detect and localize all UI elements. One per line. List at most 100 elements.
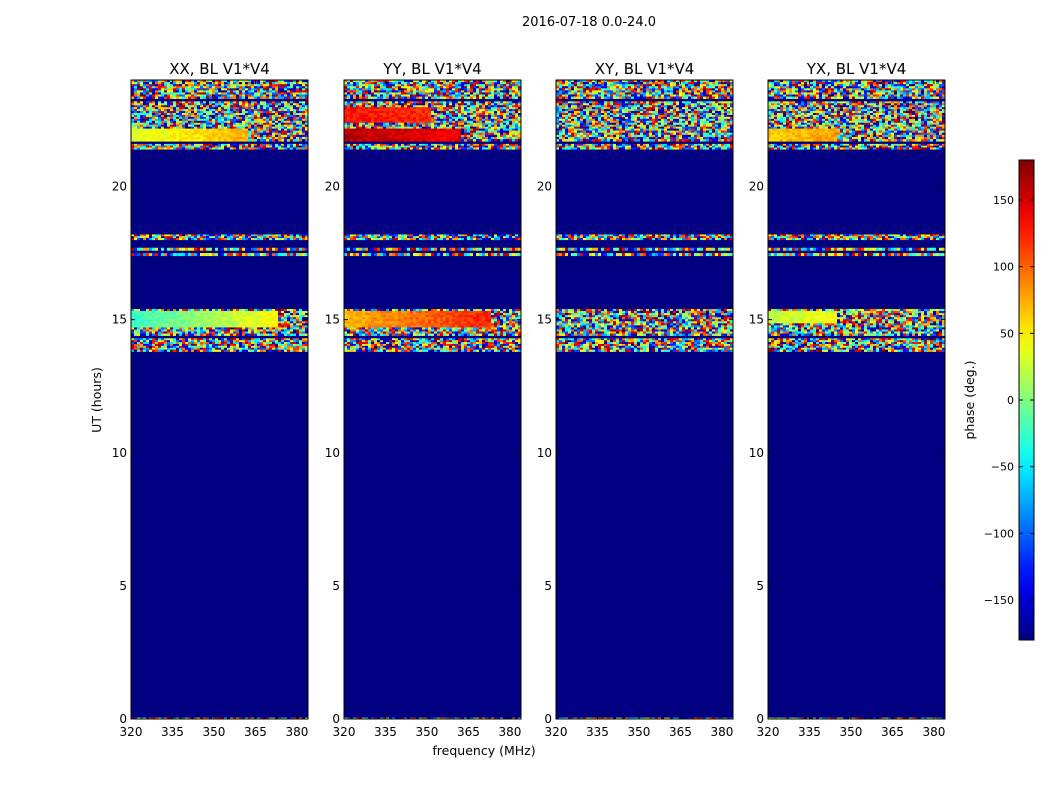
heatmap-cell — [362, 94, 366, 97]
heatmap-cell — [203, 327, 207, 330]
heatmap-cell — [257, 111, 261, 114]
heatmap-cell — [239, 247, 243, 251]
heatmap-cell — [506, 114, 510, 118]
heatmap-cell — [470, 109, 474, 112]
heatmap-cell — [437, 92, 441, 95]
heatmap-cell — [236, 717, 240, 719]
heatmap-cell — [149, 107, 153, 110]
heatmap-cell — [173, 80, 177, 83]
heatmap-cell — [176, 90, 180, 93]
heatmap-cell — [305, 236, 308, 239]
heatmap-cell — [236, 124, 240, 128]
heatmap-cell — [344, 120, 348, 124]
heatmap-cell — [395, 111, 399, 114]
heatmap-cell — [383, 114, 387, 118]
heatmap-cell — [200, 122, 204, 126]
heatmap-cell — [479, 111, 483, 114]
heatmap-cell — [356, 92, 360, 95]
heatmap-cell — [188, 101, 192, 104]
heatmap-cell — [464, 86, 468, 89]
heatmap-cell — [266, 343, 270, 347]
heatmap-cell — [401, 120, 405, 124]
heatmap-cell — [215, 94, 219, 97]
heatmap-cell — [500, 86, 504, 89]
heatmap-cell — [269, 345, 273, 349]
heatmap-cell — [206, 101, 210, 104]
heatmap-cell — [221, 145, 225, 148]
heatmap-cell — [131, 130, 135, 134]
heatmap-cell — [185, 331, 189, 334]
heatmap-cell — [299, 132, 303, 136]
heatmap-cell — [500, 114, 504, 118]
heatmap-cell — [218, 143, 222, 147]
heatmap-cell — [209, 111, 213, 114]
heatmap-cell — [131, 236, 135, 239]
heatmap-cell — [452, 80, 456, 83]
heatmap-cell — [167, 319, 171, 322]
heatmap-cell — [263, 253, 267, 257]
heatmap-cell — [179, 717, 183, 719]
heatmap-cell — [155, 103, 159, 106]
heatmap-cell — [422, 114, 426, 118]
heatmap-cell — [440, 86, 444, 89]
heatmap-cell — [176, 321, 180, 324]
heatmap-cell — [260, 234, 264, 237]
x-tick-label: 380 — [285, 725, 308, 739]
heatmap-cell — [248, 128, 252, 131]
heatmap-cell — [161, 134, 165, 138]
heatmap-cell — [257, 321, 261, 324]
heatmap-cell — [302, 111, 306, 114]
heatmap-cell — [272, 315, 276, 318]
heatmap-cell — [149, 114, 153, 118]
heatmap-cell — [212, 143, 216, 147]
heatmap-cell — [467, 128, 471, 131]
heatmap-cell — [467, 90, 471, 93]
heatmap-cell — [176, 717, 180, 719]
heatmap-cell — [224, 338, 228, 341]
heatmap-cell — [269, 333, 273, 336]
heatmap-cell — [206, 347, 210, 351]
heatmap-cell — [356, 105, 360, 108]
heatmap-cell — [218, 136, 222, 140]
heatmap-cell — [272, 247, 276, 251]
heatmap-cell — [146, 321, 150, 324]
heatmap-cell — [305, 349, 308, 352]
heatmap-cell — [254, 139, 258, 142]
heatmap-cell — [377, 126, 381, 129]
heatmap-cell — [443, 113, 447, 116]
heatmap-cell — [170, 308, 174, 312]
heatmap-cell — [227, 143, 231, 147]
heatmap-cell — [449, 105, 453, 108]
heatmap-cell — [392, 101, 396, 104]
heatmap-cell — [455, 116, 459, 120]
heatmap-cell — [221, 327, 225, 330]
heatmap-cell — [188, 139, 192, 142]
heatmap-cell — [353, 128, 357, 131]
heatmap-cell — [299, 311, 303, 314]
heatmap-cell — [251, 88, 255, 91]
heatmap-cell — [296, 338, 300, 341]
heatmap-cell — [248, 247, 252, 251]
heatmap-cell — [191, 331, 195, 334]
heatmap-cell — [299, 96, 303, 99]
heatmap-cell — [446, 88, 450, 91]
heatmap-cell — [155, 317, 159, 320]
heatmap-cell — [467, 130, 471, 134]
heatmap-cell — [197, 345, 201, 349]
heatmap-cell — [470, 82, 474, 85]
heatmap-cell — [176, 107, 180, 110]
heatmap-cell — [137, 90, 141, 93]
heatmap-cell — [296, 236, 300, 239]
heatmap-cell — [173, 329, 177, 332]
heatmap-cell — [131, 345, 135, 349]
heatmap-cell — [284, 347, 288, 351]
heatmap-cell — [182, 237, 186, 241]
heatmap-cell — [227, 103, 231, 106]
heatmap-cell — [194, 145, 198, 148]
heatmap-cell — [221, 139, 225, 142]
heatmap-cell — [284, 132, 288, 136]
heatmap-cell — [491, 111, 495, 114]
heatmap-cell — [263, 107, 267, 110]
heatmap-cell — [401, 124, 405, 128]
heatmap-cell — [215, 107, 219, 110]
